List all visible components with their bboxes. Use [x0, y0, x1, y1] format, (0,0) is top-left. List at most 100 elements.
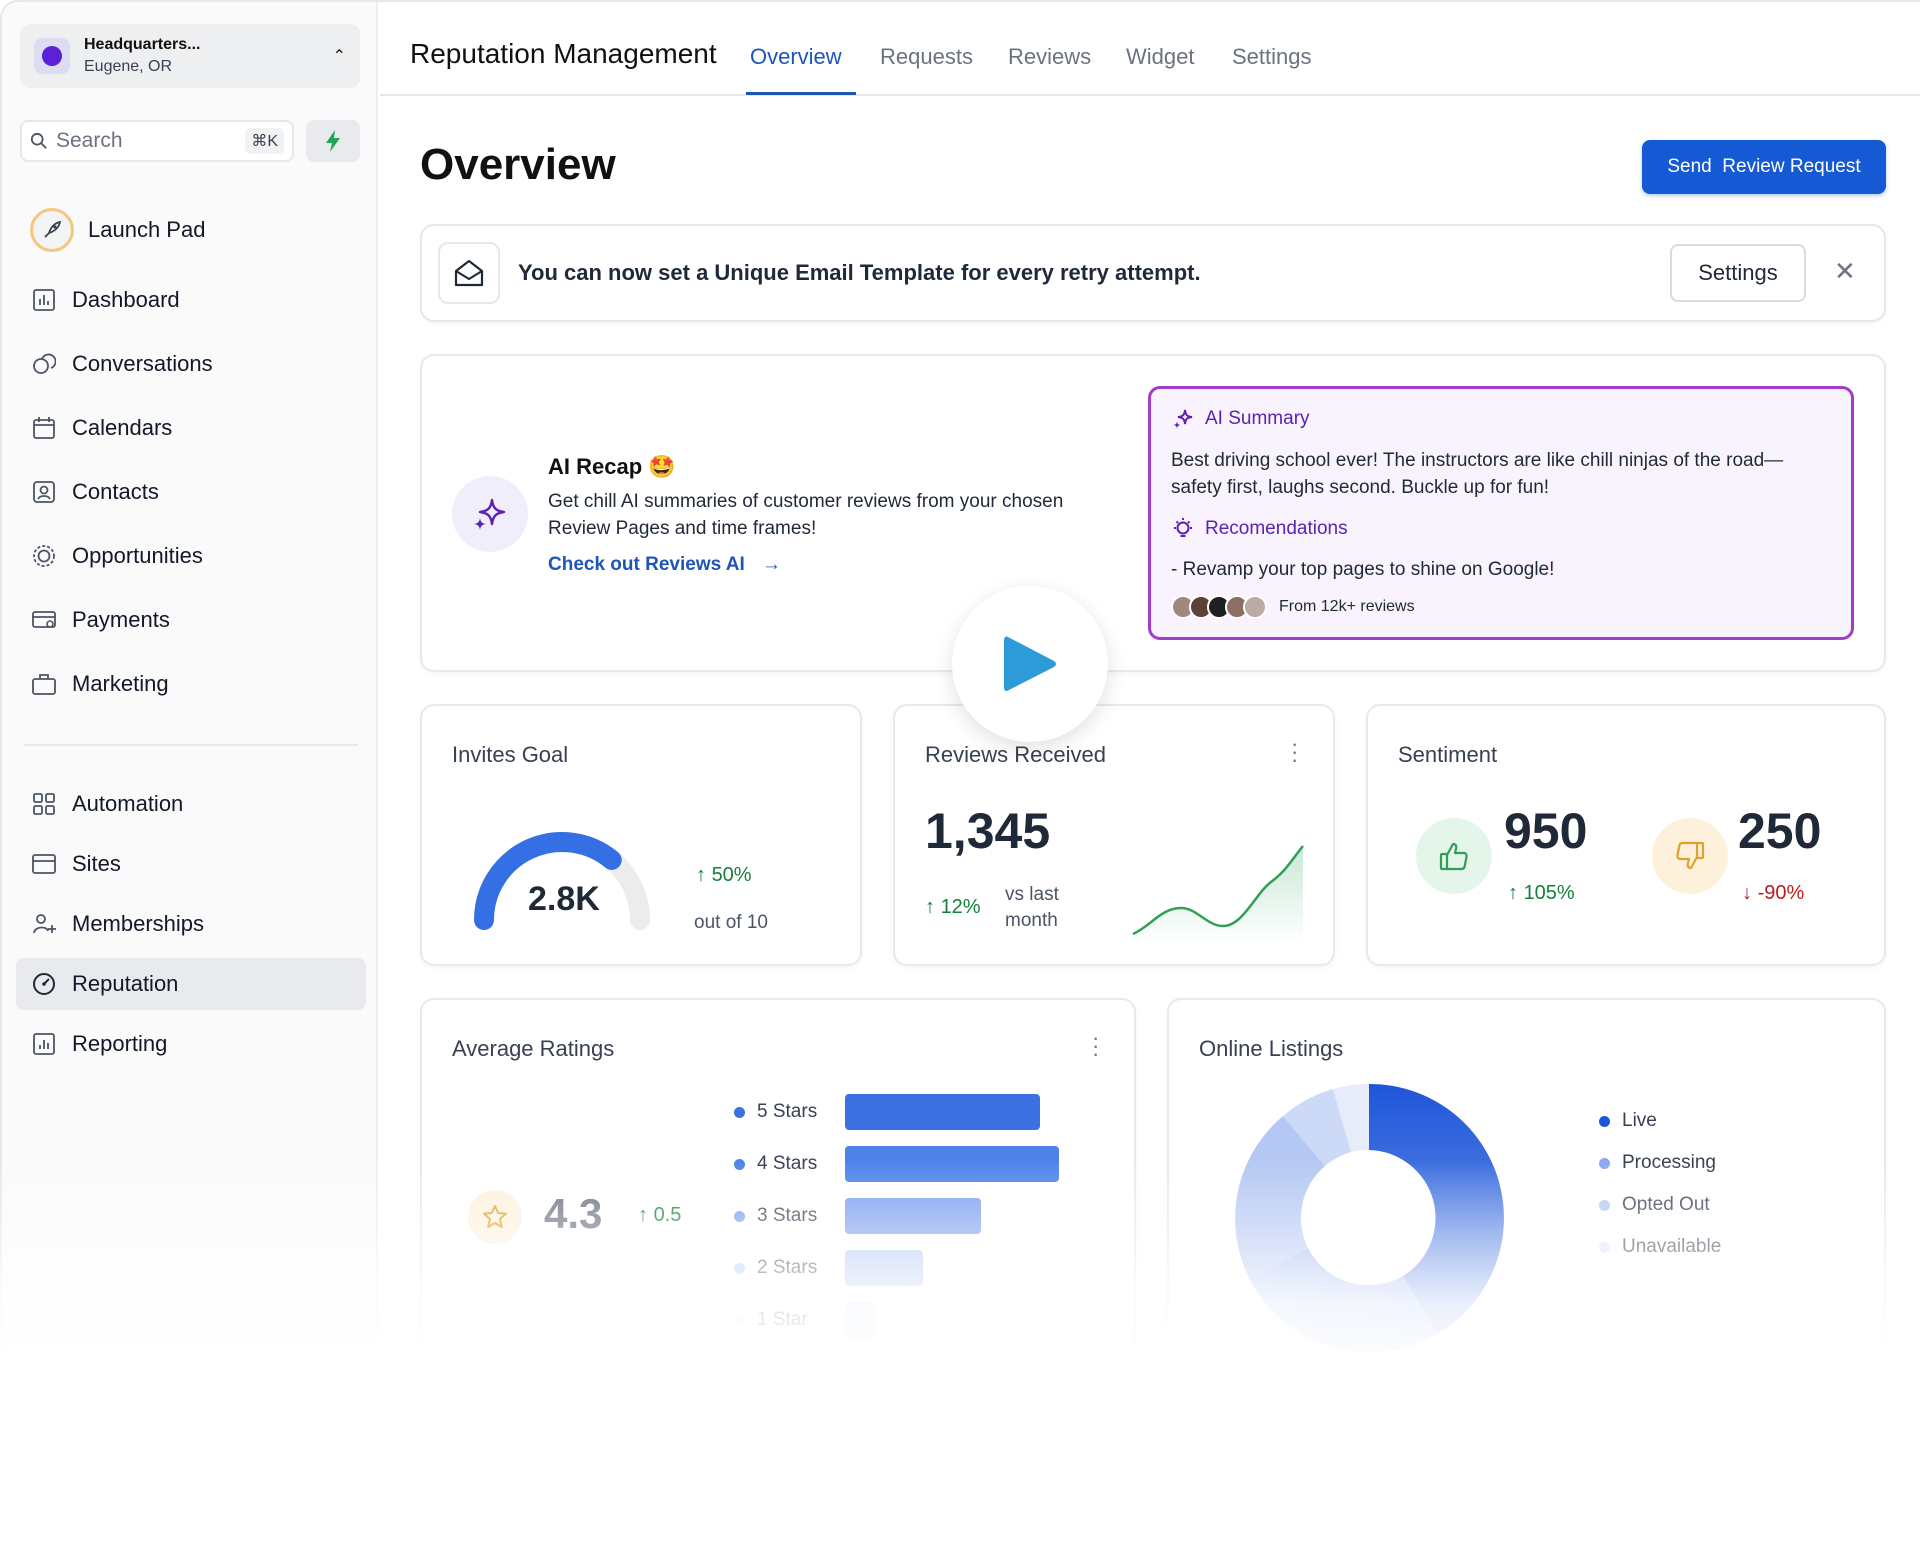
- tab-reviews[interactable]: Reviews: [1008, 44, 1092, 69]
- search-shortcut: ⌘K: [245, 128, 284, 154]
- rating-row: 1 Star: [734, 1302, 876, 1338]
- tab-requests[interactable]: Requests: [880, 44, 973, 69]
- donut-segment-unavailable-a: [1283, 1089, 1351, 1166]
- invites-value: 2.8K: [528, 880, 600, 918]
- app-window: Headquarters... Eugene, OR ⌃ Search ⌘K L…: [0, 0, 1920, 1390]
- sentiment-card: Sentiment 950 ↑ 105% 250 ↓ -90%: [1366, 704, 1886, 966]
- sidebar-item-memberships[interactable]: Memberships: [16, 898, 366, 950]
- link-label: Check out Reviews AI: [548, 554, 745, 575]
- ai-recap-title: AI Recap 🤩: [548, 454, 676, 479]
- reviews-count-text: From 12k+ reviews: [1279, 598, 1415, 615]
- announcement-banner: You can now set a Unique Email Template …: [420, 224, 1886, 322]
- sidebar: Headquarters... Eugene, OR ⌃ Search ⌘K L…: [2, 2, 378, 1390]
- listings-donut: [1235, 1083, 1504, 1353]
- send-review-request-button[interactable]: Send Review Request: [1642, 140, 1886, 194]
- sidebar-item-automation[interactable]: Automation: [16, 778, 366, 830]
- rating-dot: [734, 1262, 745, 1274]
- sidebar-item-reputation[interactable]: Reputation: [16, 958, 366, 1010]
- sidebar-item-label: Contacts: [72, 479, 159, 504]
- rating-row: 3 Stars: [734, 1198, 981, 1234]
- sidebar-item-calendars[interactable]: Calendars: [16, 402, 366, 454]
- rating-dot: [734, 1210, 745, 1222]
- invites-sub: out of 10: [694, 912, 768, 933]
- rocket-icon: [30, 208, 74, 252]
- tab-settings[interactable]: Settings: [1232, 44, 1312, 69]
- automation-icon: [30, 790, 58, 818]
- sidebar-divider: [24, 744, 358, 746]
- rating-bar: [845, 1198, 981, 1234]
- reviews-received-change-value: 12%: [940, 896, 981, 918]
- sidebar-item-label: Automation: [72, 791, 184, 816]
- rating-dot: [734, 1314, 745, 1326]
- average-ratings-card: Average Ratings · · · 4.3 ↑ 0.5 5 Stars 4 S…: [420, 998, 1136, 1390]
- sparkline-line: [1132, 845, 1304, 936]
- reviews-received-card: Reviews Received · · · 1,345 ↑ 12% vs last…: [893, 704, 1335, 966]
- sidebar-item-sites[interactable]: Sites: [16, 838, 366, 890]
- play-icon: [1004, 636, 1056, 691]
- rating-label: 1 Star: [757, 1309, 808, 1330]
- sidebar-item-contacts[interactable]: Contacts: [16, 466, 366, 518]
- chart-icon: [30, 286, 58, 314]
- tab-widget[interactable]: Widget: [1126, 44, 1195, 69]
- sentiment-title: Sentiment: [1398, 742, 1498, 767]
- legend-label: Live: [1622, 1110, 1657, 1131]
- sidebar-item-label: Memberships: [72, 911, 205, 936]
- ai-summary-heading: AI Summary: [1171, 407, 1310, 431]
- sidebar-item-label: Launch Pad: [88, 217, 206, 242]
- banner-settings-button[interactable]: Settings: [1670, 244, 1806, 302]
- rating-dot: [734, 1158, 745, 1170]
- location-switcher[interactable]: Headquarters... Eugene, OR ⌃: [20, 24, 360, 88]
- rating-label: 2 Stars: [757, 1257, 818, 1278]
- legend-unavailable: Unavailable: [1599, 1236, 1721, 1258]
- quick-actions-button[interactable]: [306, 120, 360, 162]
- envelope-open-icon: [438, 242, 500, 304]
- location-name: Headquarters...: [84, 36, 201, 53]
- rating-label: 4 Stars: [757, 1153, 818, 1174]
- rating-dot: [734, 1106, 745, 1118]
- play-video-button[interactable]: [952, 586, 1108, 742]
- invites-goal-card: Invites Goal 2.8K ↑ 50% out of 10: [420, 704, 862, 966]
- sidebar-item-payments[interactable]: Payments: [16, 594, 366, 646]
- arrow-right-icon: →: [762, 554, 782, 575]
- sidebar-item-label: Dashboard: [72, 287, 180, 312]
- rating-row: 4 Stars: [734, 1146, 1059, 1182]
- rating-row: 2 Stars: [734, 1250, 923, 1286]
- report-icon: [30, 1030, 58, 1058]
- sidebar-item-launch-pad[interactable]: Launch Pad: [16, 204, 366, 256]
- rating-label: 3 Stars: [757, 1205, 818, 1226]
- payment-icon: [30, 606, 58, 634]
- positive-value: 950: [1504, 803, 1588, 859]
- invites-gauge: [474, 832, 650, 930]
- recommendation-text: - Revamp your top pages to shine on Goog…: [1171, 559, 1555, 580]
- search-input[interactable]: Search ⌘K: [20, 120, 294, 162]
- average-ratings-title: Average Ratings: [452, 1036, 615, 1061]
- gauge-fill: [474, 832, 622, 930]
- more-options-icon[interactable]: · · ·: [1092, 1025, 1100, 1066]
- sidebar-item-marketing[interactable]: Marketing: [16, 658, 366, 710]
- rating-bar: [845, 1094, 1040, 1130]
- sparkles-icon: [1173, 409, 1193, 429]
- rating-row: 5 Stars: [734, 1094, 1040, 1130]
- thumbs-up-icon: [1416, 818, 1492, 894]
- sidebar-item-conversations[interactable]: Conversations: [16, 338, 366, 390]
- legend-label: Opted Out: [1622, 1194, 1710, 1215]
- sidebar-item-opportunities[interactable]: Opportunities: [16, 530, 366, 582]
- tab-overview[interactable]: Overview: [750, 44, 842, 69]
- negative-change-value: -90%: [1757, 882, 1805, 904]
- thumbs-down-icon: [1652, 818, 1728, 894]
- search-placeholder: Search: [56, 129, 123, 152]
- more-options-icon[interactable]: · · ·: [1291, 731, 1299, 772]
- negative-value: 250: [1738, 803, 1822, 859]
- ai-summary-panel: AI Summary Best driving school ever! The…: [1148, 386, 1854, 640]
- check-out-reviews-ai-link[interactable]: Check out Reviews AI →: [548, 554, 781, 576]
- legend-opted-out: Opted Out: [1599, 1194, 1710, 1216]
- sidebar-item-dashboard[interactable]: Dashboard: [16, 274, 366, 326]
- star-icon: [468, 1190, 522, 1244]
- gauge-icon: [30, 970, 58, 998]
- legend-dot: [1599, 1241, 1610, 1253]
- sidebar-item-label: Reporting: [72, 1031, 168, 1056]
- online-listings-title: Online Listings: [1199, 1036, 1344, 1061]
- ai-recap-card: AI Recap 🤩 Get chill AI summaries of cus…: [420, 354, 1886, 672]
- sidebar-item-reporting[interactable]: Reporting: [16, 1018, 366, 1070]
- close-icon[interactable]: ✕: [1834, 256, 1856, 286]
